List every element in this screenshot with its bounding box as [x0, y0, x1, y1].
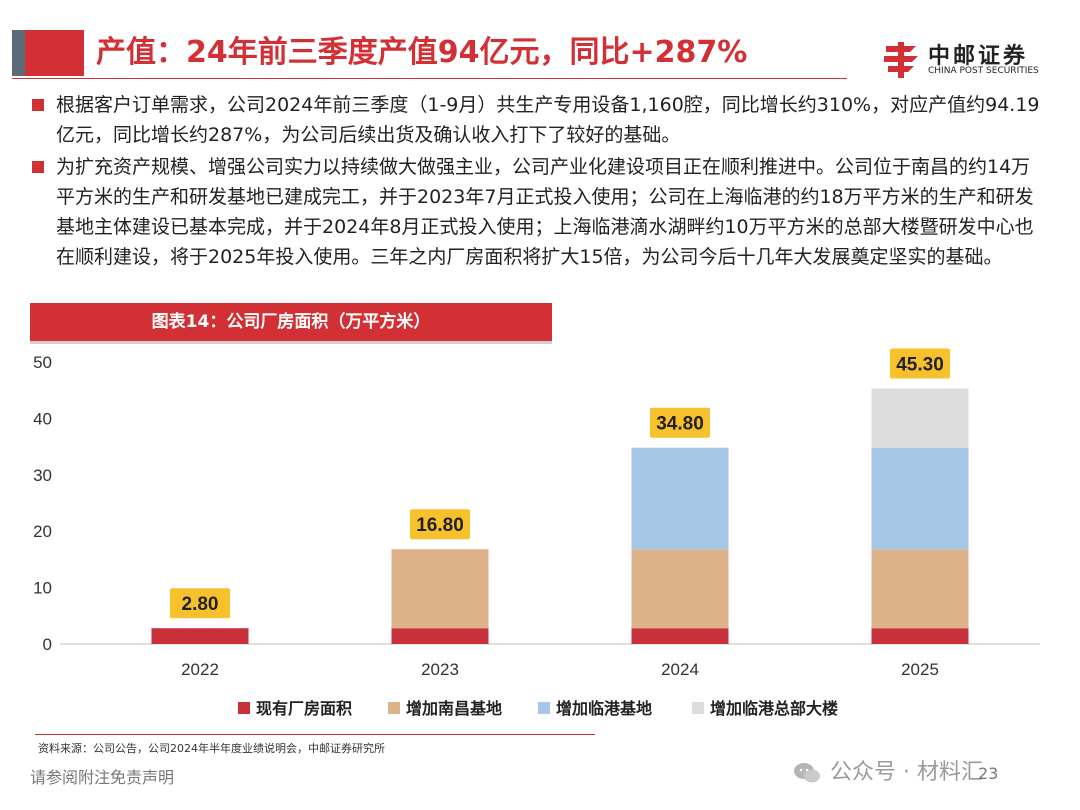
figure-title: 图表14：公司厂房面积（万平方米）: [151, 312, 431, 332]
bar-segment: [631, 628, 729, 644]
header-divider: [12, 78, 847, 79]
legend-swatch: [692, 702, 704, 714]
legend-label: 增加临港基地: [556, 699, 652, 718]
china-post-emblem-icon: [884, 42, 918, 78]
figure-title-bar: 图表14：公司厂房面积（万平方米）: [30, 303, 552, 341]
bar-segment: [391, 549, 489, 629]
bullet-item: 为扩充资产规模、增强公司实力以持续做大做强主业，公司产业化建设项目正在顺利推进中…: [30, 152, 1040, 272]
data-label: 16.80: [416, 515, 464, 536]
bullet-list: 根据客户订单需求，公司2024年前三季度（1-9月）共生产专用设备1,160腔，…: [30, 90, 1040, 274]
figure-title-underline: [30, 341, 552, 344]
bar-segment: [871, 447, 969, 550]
bullet-item: 根据客户订单需求，公司2024年前三季度（1-9月）共生产专用设备1,160腔，…: [30, 90, 1040, 150]
x-tick-label: 2023: [421, 660, 459, 679]
total-label-box: [170, 588, 230, 619]
logo-english-text: CHINA POST SECURITIES: [928, 66, 1039, 76]
legend-swatch: [538, 702, 550, 714]
watermark-text: 公众号 · 材料汇: [830, 760, 983, 785]
bar-segment: [631, 549, 729, 629]
data-label: 34.80: [656, 414, 704, 435]
bullet-text: 为扩充资产规模、增强公司实力以持续做大做强主业，公司产业化建设项目正在顺利推进中…: [56, 156, 1034, 268]
bar-segment: [391, 628, 489, 644]
legend-swatch: [388, 702, 400, 714]
y-tick-label: 40: [33, 409, 52, 428]
data-label: 45.30: [896, 355, 944, 376]
bar-segment: [871, 388, 969, 448]
y-tick-label: 0: [43, 635, 52, 654]
legend-label: 增加南昌基地: [406, 699, 502, 718]
x-tick-label: 2022: [181, 660, 219, 679]
stacked-bar-chart: 0 10 20 30 40 50 2.80 2022 16.80 2023 34.80 2024 45.…: [33, 348, 1040, 718]
total-label-box: [650, 407, 710, 438]
header-accent-red: [25, 30, 84, 76]
bar-segment: [151, 628, 249, 644]
header-accent-gray: [12, 30, 25, 76]
bullet-marker: [32, 99, 44, 111]
x-tick-label: 2025: [901, 660, 939, 679]
y-tick-label: 20: [33, 522, 52, 541]
bullet-marker: [32, 161, 44, 173]
slide-title: 产值：24年前三季度产值94亿元，同比+287%: [96, 35, 748, 70]
watermark: 公众号 · 材料汇: [792, 754, 983, 786]
bar-segment: [871, 549, 969, 629]
legend-label: 现有厂房面积: [256, 699, 352, 718]
disclaimer-text: 请参阅附注免责声明: [30, 768, 175, 787]
company-logo: 中邮证券 CHINA POST SECURITIES: [880, 38, 1050, 80]
legend-swatch: [238, 702, 250, 714]
y-tick-label: 50: [33, 353, 52, 372]
wechat-icon: [794, 763, 820, 783]
bullet-text: 根据客户订单需求，公司2024年前三季度（1-9月）共生产专用设备1,160腔，…: [56, 94, 1040, 146]
y-tick-label: 10: [33, 579, 52, 598]
page-number: 23: [978, 764, 999, 783]
y-tick-label: 30: [33, 466, 52, 485]
source-note: 资料来源：公司公告，公司2024年半年度业绩说明会，中邮证券研究所: [38, 742, 385, 755]
total-label-box: [890, 348, 950, 379]
logo-chinese-text: 中邮证券: [928, 44, 1029, 69]
data-label: 2.80: [182, 594, 219, 615]
legend-label: 增加临港总部大楼: [710, 699, 838, 718]
total-label-box: [410, 509, 470, 540]
bar-segment: [631, 447, 729, 550]
bar-segment: [871, 628, 969, 644]
x-tick-label: 2024: [661, 660, 699, 679]
source-divider: [35, 734, 595, 735]
